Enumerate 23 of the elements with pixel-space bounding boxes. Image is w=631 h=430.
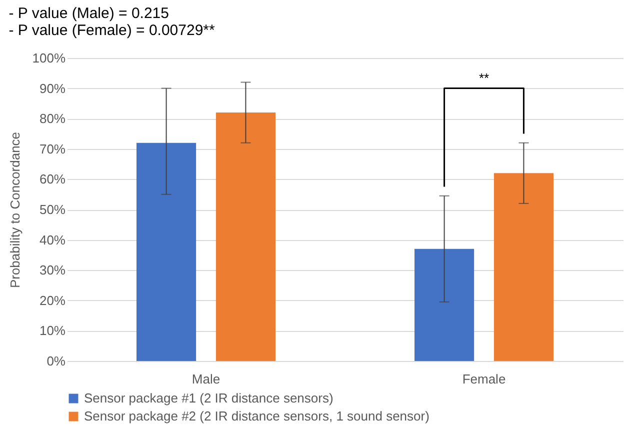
y-tick-label: 70%	[39, 141, 66, 156]
y-tick-label: 90%	[39, 80, 66, 96]
y-tick-label: 0%	[46, 354, 66, 368]
bar	[216, 112, 276, 361]
y-tick-label: 100%	[32, 50, 66, 66]
y-tick-label: 20%	[39, 292, 66, 308]
y-tick-label: 40%	[39, 232, 66, 248]
annotation: **	[478, 70, 490, 86]
text: - P value (Male) = 0.215	[8, 5, 169, 22]
y-tick-label: 60%	[39, 172, 66, 187]
legend-label: Sensor package #1 (2 IR distance sensors)	[84, 390, 334, 406]
x-tick-label: Female	[462, 372, 506, 386]
y-tick-label: 80%	[39, 111, 66, 126]
y-axis-title: Probability to Concordance	[7, 132, 22, 288]
text: - P value (Female) = 0.00729**	[8, 22, 215, 39]
y-tick-label: 10%	[39, 323, 66, 338]
bar	[494, 173, 554, 361]
x-tick-label: Male	[192, 372, 220, 386]
bar	[414, 248, 474, 361]
y-tick-label: 30%	[39, 262, 66, 278]
bar	[136, 142, 196, 361]
legend-label: Sensor package #2 (2 IR distance sensors, 1 sound sensor)	[84, 408, 430, 424]
y-tick-label: 50%	[39, 202, 66, 217]
